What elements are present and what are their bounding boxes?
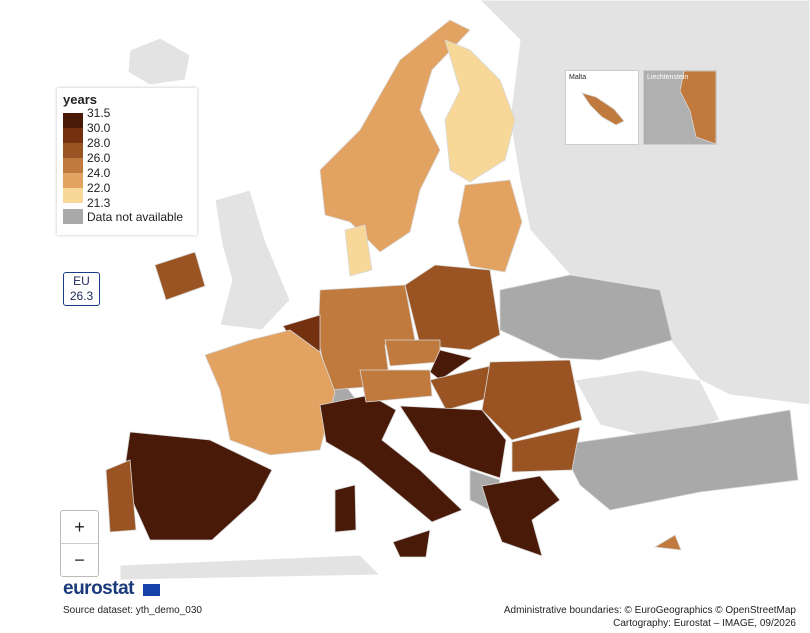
legend-label: 31.5	[87, 106, 111, 120]
credits: Administrative boundaries: © EuroGeograp…	[504, 604, 796, 630]
inset-map	[679, 70, 717, 145]
country	[481, 475, 561, 557]
country	[499, 274, 673, 361]
legend-title: years	[63, 92, 97, 107]
legend-label: 30.0	[87, 121, 111, 135]
credit-line: Cartography: Eurostat – IMAGE, 09/2026	[613, 618, 796, 629]
zoom-control: + −	[60, 510, 99, 577]
country	[344, 224, 373, 277]
credit-line: Administrative boundaries: © EuroGeograp…	[503, 605, 796, 616]
eu-box: EU 26.3	[63, 272, 100, 306]
country	[481, 359, 583, 441]
country	[559, 409, 799, 511]
legend-label: 24.0	[87, 166, 111, 180]
legend-label: 26.0	[87, 151, 111, 165]
eu-label: EU	[73, 274, 90, 288]
logo: eurostat	[63, 578, 134, 599]
inset-liechtenstein: Liechtenstein	[643, 70, 717, 145]
legend-swatch	[63, 143, 83, 158]
zoom-in[interactable]: +	[61, 511, 98, 544]
country	[334, 484, 357, 533]
legend-swatch	[63, 188, 83, 203]
zoom-out[interactable]: −	[74, 550, 85, 570]
country	[319, 19, 471, 253]
country	[511, 426, 581, 473]
country	[399, 405, 507, 479]
country	[404, 264, 501, 351]
country	[359, 369, 433, 403]
country	[105, 459, 137, 533]
inset-malta: Malta	[565, 70, 639, 145]
country	[154, 251, 206, 301]
legend-swatch	[63, 128, 83, 143]
country	[319, 394, 463, 523]
legend-label: 28.0	[87, 136, 111, 150]
inset-map	[581, 92, 625, 126]
land	[119, 554, 382, 581]
country	[581, 92, 625, 126]
inset-label: Malta	[569, 74, 587, 81]
country	[457, 179, 523, 273]
legend-swatch	[63, 158, 83, 173]
country	[204, 329, 336, 456]
country	[384, 339, 441, 367]
country	[125, 431, 273, 541]
countries	[105, 19, 799, 558]
country	[653, 534, 682, 551]
land	[214, 189, 291, 331]
country	[679, 70, 717, 145]
land	[127, 37, 191, 86]
legend-swatch	[63, 209, 83, 224]
eu-flag	[143, 584, 160, 596]
inset-label: Liechtenstein	[647, 74, 689, 81]
legend: years 31.5 30.0 28.0 26.0 24.0 22.0 21.3 Data n…	[57, 88, 197, 235]
land	[574, 369, 721, 441]
legend-label: Data not available	[87, 210, 184, 224]
legend-swatch	[63, 173, 83, 188]
background-land	[119, 0, 810, 581]
legend-swatch	[63, 113, 83, 128]
legend-label: 21.3	[87, 196, 111, 210]
country	[444, 39, 516, 183]
legend-label: 22.0	[87, 181, 111, 195]
country	[392, 529, 431, 558]
eu-value: 26.3	[69, 289, 94, 303]
source: Source dataset: yth_demo_030	[63, 605, 202, 616]
